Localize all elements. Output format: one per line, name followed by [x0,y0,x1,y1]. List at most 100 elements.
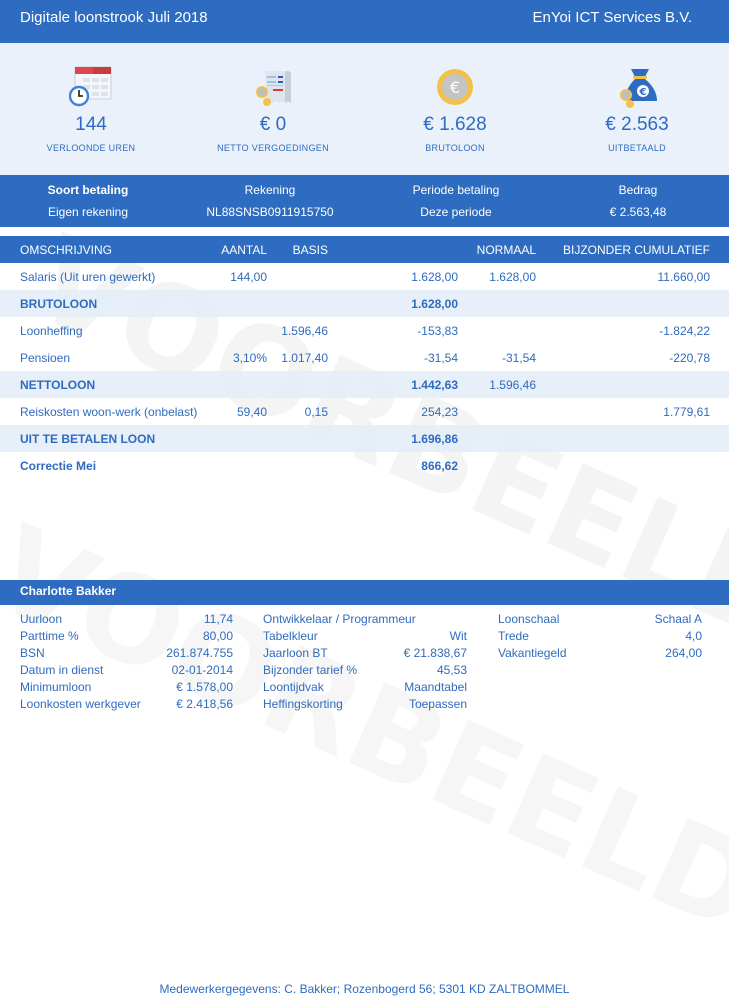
kpi-value: 144 [75,114,107,135]
receipt-coins-icon [256,71,291,106]
table-row: Pensioen 3,10% 1.017,40 -31,54 -31,54 -2… [0,344,729,371]
detail-label: Uurloon [20,612,63,626]
payment-rekening-value: NL88SNSB0911915750 [206,205,334,219]
row-bedrag: -31,54 [423,351,458,365]
detail-value: Schaal A [654,612,702,626]
col-cumulatief: CUMULATIEF [634,243,710,257]
detail-row: Parttime % 80,00 [20,629,233,646]
detail-row: Jaarloon BT € 21.838,67 [263,646,467,663]
row-bedrag: 1.628,00 [411,297,458,311]
euro-coin-icon: € [437,69,473,105]
detail-row: Datum in dienst 02-01-2014 [20,663,233,680]
detail-row: Ontwikkelaar / Programmeur [263,612,467,629]
detail-label: Heffingskorting [263,697,343,711]
detail-label: Parttime % [20,629,79,643]
detail-label: Loonschaal [498,612,560,626]
table-row-correctie: Correctie Mei 866,62 [0,452,729,479]
row-basis: 1.596,46 [281,324,328,338]
row-aantal: 3,10% [232,351,267,365]
payment-header-periode: Periode betaling [412,183,500,197]
detail-row: Minimumloon € 1.578,00 [20,680,233,697]
kpi-verloonde-uren: 144 VERLOONDE UREN [0,43,182,175]
page-title: Digitale loonstrook Juli 2018 [20,9,208,26]
payment-header-rekening: Rekening [244,183,296,197]
col-omschrijving: OMSCHRIJVING [20,243,113,257]
detail-value: € 2.418,56 [176,697,233,711]
salary-table: OMSCHRIJVING AANTAL BASIS NORMAAL BIJZON… [0,236,729,479]
detail-value: 4,0 [685,629,702,643]
detail-label: Loontijdvak [263,680,324,694]
detail-label: Jaarloon BT [263,646,328,660]
detail-value: Maandtabel [404,680,467,694]
payment-periode-value: Deze periode [420,205,492,219]
detail-row: Uurloon 11,74 [20,612,233,629]
employee-address-footer: Medewerkergegevens: C. Bakker; Rozenboge… [159,982,570,996]
kpi-label: UITBETAALD [608,143,666,153]
kpi-strip: 144 VERLOONDE UREN € 0 NETTO VERGOEDINGE… [0,43,729,175]
company-name: EnYoi ICT Services B.V. [532,9,692,26]
payment-bedrag-value: € 2.563,48 [609,205,667,219]
page-header: Digitale loonstrook Juli 2018 EnYoi ICT … [0,0,729,43]
detail-value: 261.874.755 [166,646,233,660]
table-row: Salaris (Uit uren gewerkt) 144,00 1.628,… [0,263,729,290]
col-basis: BASIS [292,243,328,257]
table-row-nettoloon: NETTOLOON 1.442,63 1.596,46 [0,371,729,398]
detail-value: Toepassen [408,697,467,711]
detail-value: 45,53 [436,663,467,677]
calendar-clock-icon [69,66,112,107]
row-basis: 0,15 [304,405,328,419]
detail-value: Wit [449,629,467,643]
detail-row: Heffingskorting Toepassen [263,697,467,714]
detail-label: Bijzonder tarief % [263,663,358,677]
table-row-brutoloon: BRUTOLOON 1.628,00 [0,290,729,317]
detail-row: Bijzonder tarief % 45,53 [263,663,467,680]
detail-value: 80,00 [202,629,233,643]
detail-label: Vakantiegeld [498,646,567,660]
detail-label: BSN [20,646,45,660]
detail-label: Datum in dienst [20,663,104,677]
col-normaal: NORMAAL [476,243,536,257]
detail-value: 02-01-2014 [171,663,233,677]
row-bedrag: 254,23 [421,405,458,419]
detail-value: 264,00 [665,646,702,660]
detail-label: Ontwikkelaar / Programmeur [263,612,416,626]
row-bedrag: 1.628,00 [411,270,458,284]
kpi-label: BRUTOLOON [425,143,485,153]
detail-label: Tabelkleur [263,629,318,643]
kpi-value: € 1.628 [423,114,487,135]
detail-row: BSN 261.874.755 [20,646,233,663]
row-desc: Reiskosten woon-werk (onbelast) [20,405,198,419]
row-cumulatief: -1.824,22 [659,324,710,338]
table-row-uit-te-betalen: UIT TE BETALEN LOON 1.696,86 [0,425,729,452]
row-aantal: 144,00 [230,270,267,284]
kpi-label: NETTO VERGOEDINGEN [217,143,329,153]
row-bedrag: 1.696,86 [411,432,458,446]
row-normaal: 1.628,00 [489,270,536,284]
detail-label: Minimumloon [20,680,92,694]
kpi-value: € 0 [259,114,287,135]
table-row: Loonheffing 1.596,46 -153,83 -1.824,22 [0,317,729,344]
row-bedrag: 1.442,63 [411,378,458,392]
row-bedrag: -153,83 [417,324,458,338]
row-cumulatief: 1.779,61 [663,405,710,419]
payment-header-bedrag: Bedrag [618,183,658,197]
svg-text:€: € [450,78,460,97]
col-bijzonder: BIJZONDER [562,243,631,257]
svg-text:€: € [639,87,647,98]
payment-soort-value: Eigen rekening [47,205,129,219]
row-bedrag: 866,62 [421,459,458,473]
detail-row: Vakantiegeld 264,00 [498,646,702,663]
row-desc: BRUTOLOON [20,297,98,311]
row-normaal: 1.596,46 [489,378,536,392]
payment-summary: Soort betaling Rekening Periode betaling… [0,175,729,227]
row-cumulatief: -220,78 [669,351,710,365]
kpi-netto-vergoedingen: € 0 NETTO VERGOEDINGEN [182,43,364,175]
detail-value: € 21.838,67 [403,646,467,660]
detail-row: Trede 4,0 [498,629,702,646]
col-aantal: AANTAL [221,243,267,257]
table-row: Reiskosten woon-werk (onbelast) 59,40 0,… [0,398,729,425]
row-desc: Pensioen [20,351,71,365]
row-desc: Loonheffing [20,324,83,338]
row-desc: Salaris (Uit uren gewerkt) [20,270,156,284]
employee-details-col1: Uurloon 11,74 Parttime % 80,00 BSN 261.874.… [20,612,233,714]
